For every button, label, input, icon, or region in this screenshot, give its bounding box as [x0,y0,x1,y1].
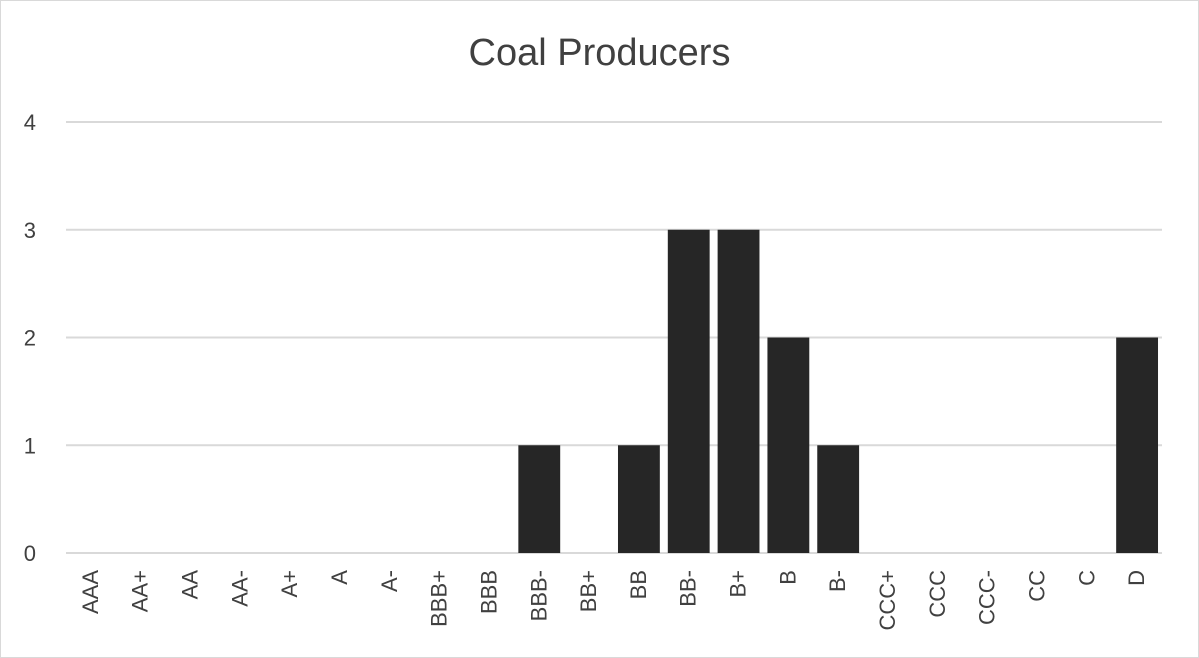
y-tick-label: 2 [24,326,36,351]
y-tick-label: 4 [24,110,36,135]
y-tick-label: 0 [24,541,36,566]
x-tick-label: B- [825,570,850,592]
bar-BBB- [518,445,561,553]
bar-D [1116,337,1159,553]
y-tick-labels: 0 1 2 3 4 [24,110,36,566]
bar-BB- [667,229,710,553]
x-tick-label: BB [626,570,651,599]
x-tick-label: B [775,570,800,585]
x-tick-label: A [327,570,352,585]
x-tick-label: CC [1024,570,1049,602]
bar-BB [617,445,660,553]
y-tick-label: 3 [24,218,36,243]
chart-title: Coal Producers [468,32,731,74]
bar-B+ [717,229,760,553]
x-tick-label: D [1124,570,1149,586]
x-tick-label: BBB- [526,570,551,621]
x-tick-label: CCC [925,570,950,618]
x-tick-label: BBB+ [427,570,452,627]
x-tick-label: AA- [227,570,252,607]
x-tick-label: CCC+ [875,570,900,631]
bars [518,229,1159,553]
gridlines [66,121,1162,554]
x-tick-label: A+ [277,570,302,598]
x-tick-label: BB+ [576,570,601,612]
x-tick-label: AA [178,570,203,600]
x-tick-label: B+ [726,570,751,598]
x-tick-label: BBB [476,570,501,614]
x-tick-label: C [1074,570,1099,586]
bar-B- [817,445,860,553]
x-tick-label: BB- [676,570,701,607]
x-tick-label: AAA [78,570,103,614]
x-tick-label: CCC- [975,570,1000,625]
y-tick-label: 1 [24,433,36,458]
bar-B [767,337,810,553]
x-tick-label: A- [377,570,402,592]
x-tick-label: AA+ [128,570,153,612]
x-tick-labels: AAA AA+ AA AA- A+ A A- BBB+ BBB BBB- BB+ BB BB- B+ B B-… [78,570,1149,631]
